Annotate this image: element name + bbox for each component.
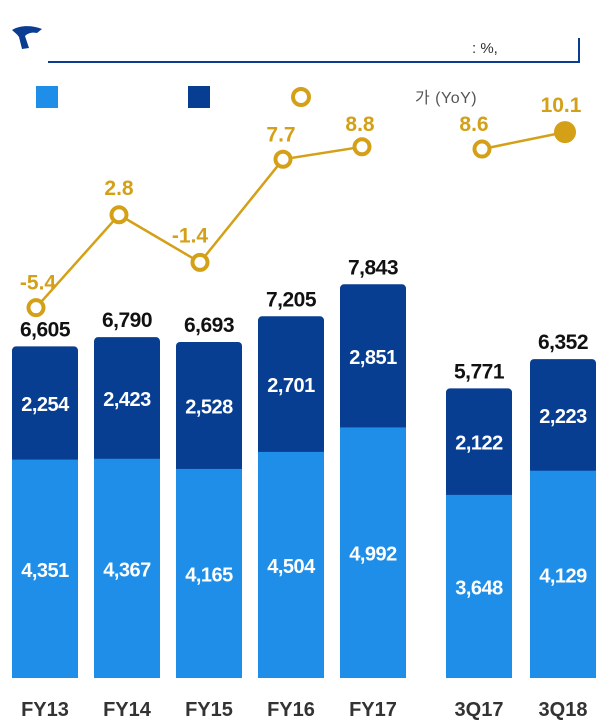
legend-label-growth: 가 (YoY): [415, 89, 477, 107]
bar-label-bottom-FY13: 4,351: [21, 560, 69, 582]
growth-point-FY14: [109, 205, 129, 225]
growth-label-FY17: 8.8: [345, 113, 375, 136]
bar-segment-top-FY16: [258, 316, 324, 462]
bar-segment-bottom-FY17: [340, 427, 406, 678]
bar-total-label-FY15: 6,693: [184, 314, 234, 337]
bar-3Q17: 3,648 2,122 5,771: [446, 360, 512, 678]
bar-label-bottom-FY15: 4,165: [185, 564, 233, 586]
bar-segment-bottom-FY14: [94, 458, 160, 678]
growth-line: -5.4 2.8 -1.4 7.7 8.8 8.6 10.1: [20, 94, 582, 318]
bar-label-top-FY17: 2,851: [349, 347, 397, 369]
bar-3Q18: 4,129 2,223 6,352: [530, 331, 596, 678]
bar-total-label-3Q17: 5,771: [454, 360, 505, 383]
bar-segment-top-FY14: [94, 337, 160, 469]
x-tick-label-3Q17: 3Q17: [455, 699, 504, 721]
bar-FY17: 4,992 2,851 7,843: [340, 256, 406, 678]
bar-FY13: 4,351 2,254 6,605: [12, 318, 78, 678]
x-tick-label-FY16: FY16: [267, 699, 315, 721]
bar-segment-bottom-FY16: [258, 451, 324, 678]
bar-label-top-FY14: 2,423: [103, 389, 151, 411]
bar-segment-top-3Q18: [530, 359, 596, 481]
bar-segment-bottom-FY13: [12, 459, 78, 678]
bar-label-top-FY13: 2,254: [21, 394, 70, 416]
bar-FY14: 4,367 2,423 6,790: [94, 309, 160, 678]
growth-point-3Q17: [472, 139, 492, 159]
bar-total-label-FY13: 6,605: [20, 318, 71, 341]
x-tick-label-FY13: FY13: [21, 699, 69, 721]
x-tick-label-FY15: FY15: [185, 699, 233, 721]
growth-label-FY14: 2.8: [104, 177, 134, 200]
bar-label-bottom-3Q18: 4,129: [539, 565, 587, 587]
bar-segment-top-FY17: [340, 284, 406, 438]
bar-label-bottom-FY17: 4,992: [349, 544, 397, 566]
legend: 가 (YoY): [36, 86, 477, 108]
bar-segment-top-FY15: [176, 342, 242, 479]
growth-point-3Q18: [554, 121, 576, 144]
bar-label-top-3Q18: 2,223: [539, 406, 587, 428]
legend-marker-growth: [291, 87, 311, 107]
growth-point-FY15: [190, 252, 210, 272]
bar-label-bottom-3Q17: 3,648: [455, 577, 503, 599]
growth-line-segment-2: [481, 130, 566, 151]
bar-FY16: 4,504 2,701 7,205: [258, 288, 324, 678]
growth-point-FY16: [273, 149, 293, 169]
legend-swatch-bottom: [36, 86, 58, 108]
x-tick-label-3Q18: 3Q18: [539, 699, 588, 721]
growth-label-FY13: -5.4: [20, 272, 57, 295]
bar-total-label-FY14: 6,790: [102, 309, 152, 332]
bar-segment-top-FY13: [12, 346, 78, 470]
bar-total-label-FY16: 7,205: [266, 288, 317, 311]
x-tick-label-FY14: FY14: [103, 699, 152, 721]
bar-segment-top-3Q17: [446, 388, 512, 505]
legend-swatch-top: [188, 86, 210, 108]
unit-label: : %,: [472, 40, 498, 57]
bars: 4,351 2,254 6,605 4,367 2,423 6,790 4,165 2,528…: [12, 256, 596, 678]
header-tick: [578, 38, 580, 63]
growth-label-FY16: 7.7: [266, 123, 295, 146]
bar-label-top-FY16: 2,701: [267, 375, 315, 397]
bar-segment-bottom-FY15: [176, 468, 242, 678]
logo-icon: [12, 26, 42, 49]
bar-segment-bottom-3Q18: [530, 470, 596, 678]
growth-label-FY15: -1.4: [172, 224, 209, 247]
growth-label-3Q18: 10.1: [541, 94, 582, 117]
bar-FY15: 4,165 2,528 6,693: [176, 314, 242, 678]
bar-total-label-3Q18: 6,352: [538, 331, 588, 354]
bar-segment-bottom-3Q17: [446, 494, 512, 678]
bar-label-bottom-FY14: 4,367: [103, 559, 151, 581]
chart-header: : %,: [0, 0, 603, 64]
growth-point-FY13: [26, 298, 46, 318]
x-tick-label-FY17: FY17: [349, 699, 397, 721]
bar-label-top-3Q17: 2,122: [455, 433, 503, 455]
bar-label-bottom-FY16: 4,504: [267, 556, 316, 578]
bar-label-top-FY15: 2,528: [185, 396, 233, 418]
growth-point-FY17: [352, 137, 372, 157]
x-axis: FY13 FY14 FY15 FY16 FY17 3Q17 3Q18: [21, 699, 587, 721]
header-rule: [48, 61, 579, 63]
bar-total-label-FY17: 7,843: [348, 256, 398, 279]
growth-label-3Q17: 8.6: [459, 113, 488, 136]
